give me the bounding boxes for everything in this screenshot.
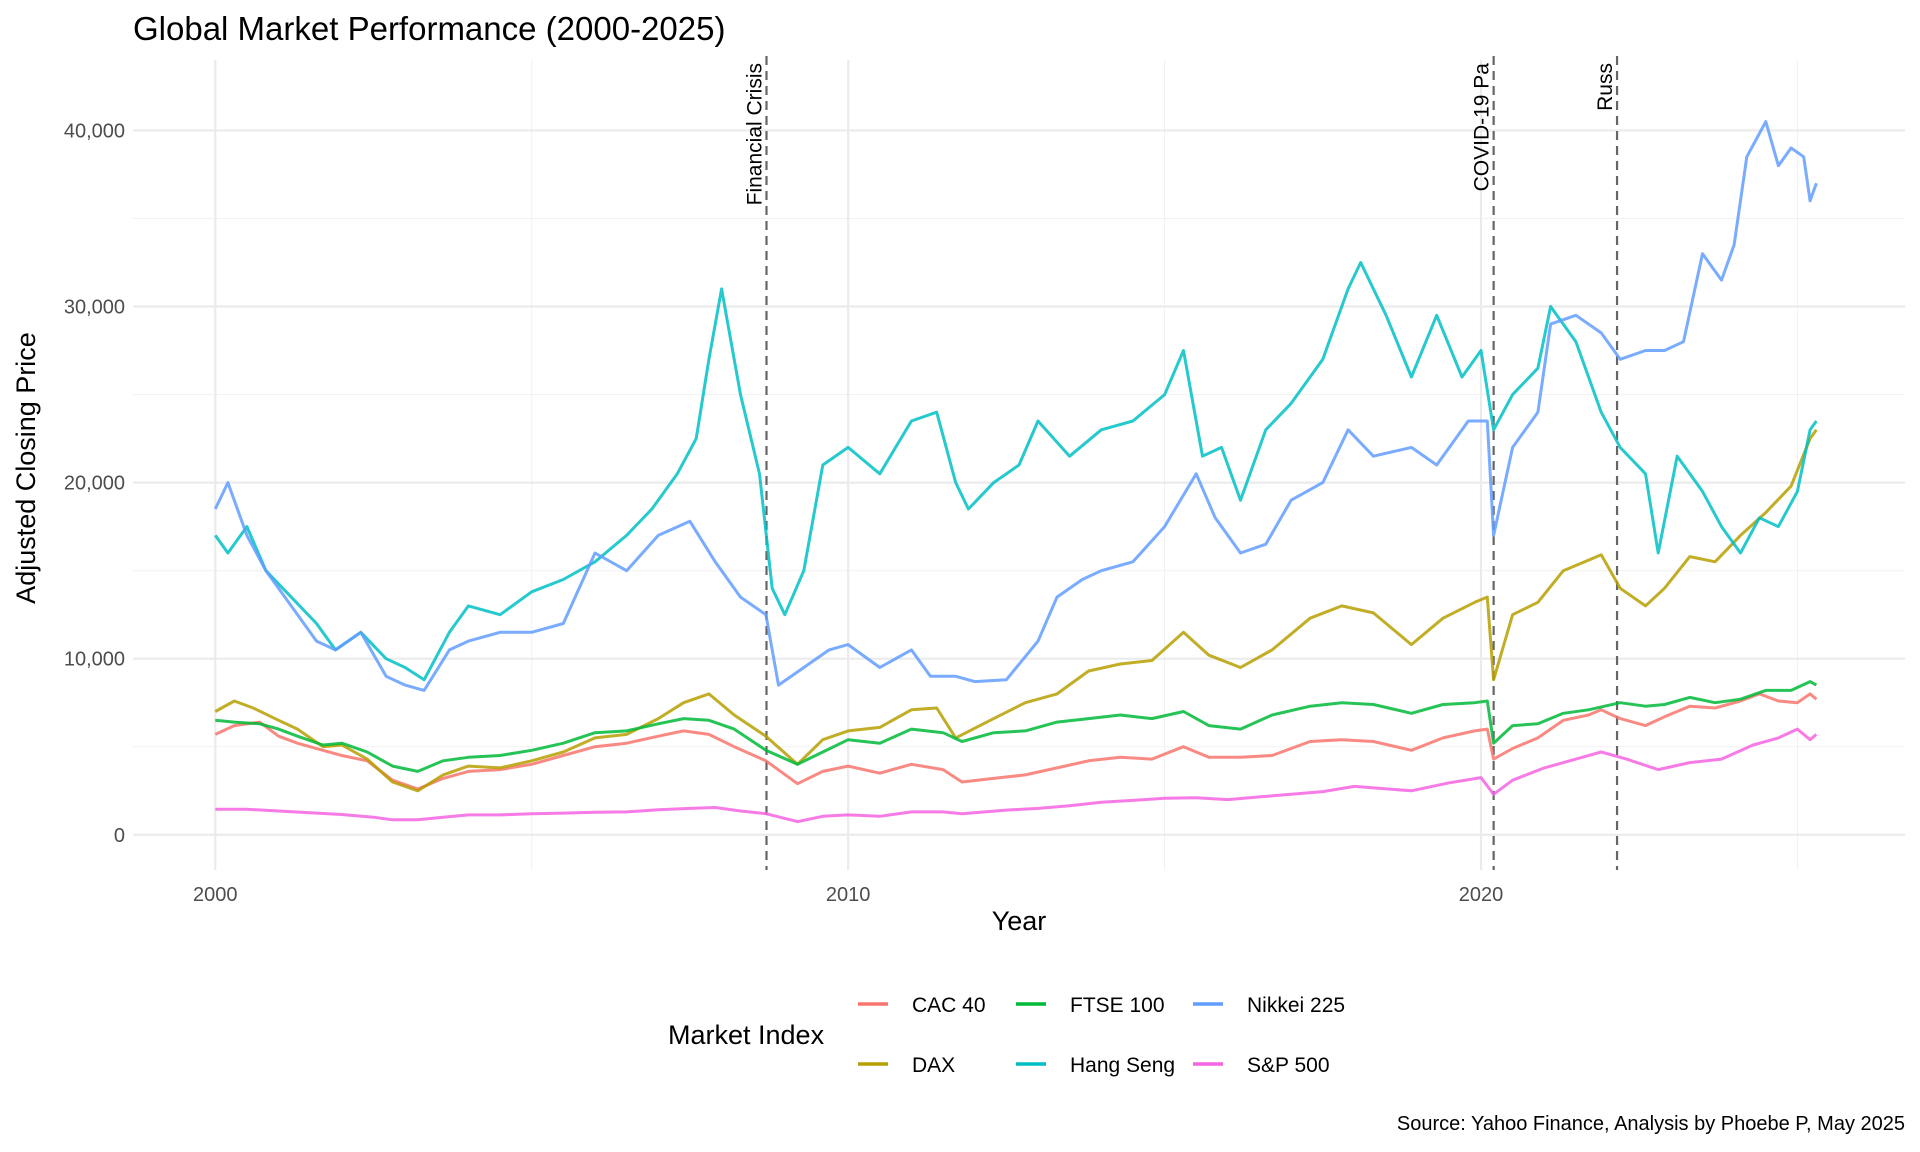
legend-label: S&P 500	[1247, 1054, 1330, 1077]
series-line-s-p-500	[215, 727, 1818, 824]
event-label: Russ	[1594, 63, 1617, 111]
legend-label: FTSE 100	[1070, 994, 1165, 1017]
axis-ticks: 0 10,000 20,000 30,000 40,000 2000 2010 2020	[64, 120, 1503, 906]
legend-label: DAX	[912, 1054, 955, 1077]
event-markers: Financial Crisis COVID-19 Pa Russ	[743, 56, 1619, 870]
y-tick-label: 10,000	[64, 649, 125, 671]
x-tick-label: 2010	[826, 884, 871, 906]
legend-title: Market Index	[668, 1020, 825, 1050]
legend-label: Nikkei 225	[1247, 994, 1345, 1017]
series-line-hang-seng	[214, 261, 1818, 682]
event-label: COVID-19 Pa	[1471, 63, 1494, 192]
y-tick-label: 20,000	[64, 473, 125, 495]
y-tick-label: 0	[114, 825, 125, 847]
gridlines	[133, 60, 1905, 870]
x-tick-label: 2000	[193, 884, 238, 906]
x-axis-title: Year	[992, 906, 1047, 936]
y-tick-label: 30,000	[64, 297, 125, 319]
x-tick-label: 2020	[1459, 884, 1504, 906]
series-line-dax	[214, 428, 1818, 793]
y-tick-label: 40,000	[64, 120, 125, 142]
series-lines	[213, 120, 1818, 824]
series-line-ftse-100	[215, 680, 1818, 773]
chart-caption: Source: Yahoo Finance, Analysis by Phoeb…	[1397, 1113, 1905, 1135]
y-axis-title: Adjusted Closing Price	[11, 332, 41, 604]
event-label: Financial Crisis	[743, 63, 766, 205]
legend: CAC 40 DAX FTSE 100 Hang Seng Nikkei 225 S&P …	[858, 994, 1345, 1077]
legend-label: CAC 40	[912, 994, 986, 1017]
series-line-nikkei-225	[213, 120, 1818, 692]
legend-label: Hang Seng	[1070, 1054, 1175, 1077]
chart-title: Global Market Performance (2000-2025)	[133, 10, 725, 47]
series-line-cac-40	[214, 692, 1818, 791]
